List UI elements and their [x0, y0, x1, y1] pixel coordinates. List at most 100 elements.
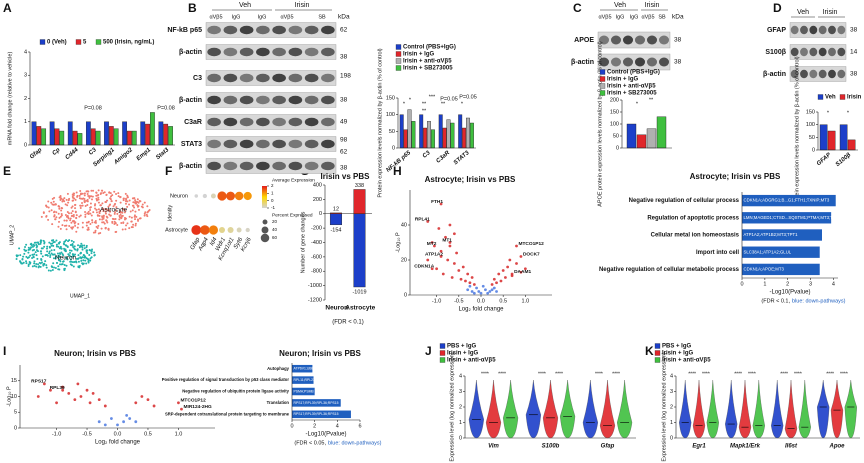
umap-dot — [90, 252, 93, 255]
gene-label: ATP1A2 — [425, 251, 443, 257]
point — [461, 265, 465, 269]
umap-dot — [59, 215, 62, 218]
blot-band — [288, 139, 303, 149]
legend-label: Irisin + anti-αVβ5 — [447, 358, 496, 364]
bar — [827, 130, 836, 151]
umap-dot — [72, 213, 75, 216]
umap-dot — [75, 191, 78, 194]
umap-dot — [66, 204, 69, 207]
gene-label: DAAM1 — [514, 269, 531, 275]
legend-swatch — [599, 69, 606, 75]
umap-dot — [87, 258, 90, 261]
bar — [168, 126, 173, 146]
bar — [411, 121, 416, 149]
point — [472, 283, 476, 286]
umap-dot — [87, 210, 90, 213]
umap-dot — [94, 229, 97, 232]
y-tick-label: -800 — [311, 269, 322, 275]
umap-dot — [82, 197, 85, 200]
blot-band — [809, 25, 818, 35]
point — [426, 258, 430, 262]
umap-dot — [126, 205, 129, 208]
x-tick-label: 3 — [809, 281, 812, 287]
umap-dot — [89, 202, 92, 205]
umap-dot — [27, 256, 30, 259]
umap-dot — [109, 192, 112, 195]
point — [466, 272, 470, 276]
legend-label: Irisin + IgG — [403, 52, 435, 58]
umap-dot — [95, 198, 98, 201]
y-tick-label: 4 — [459, 373, 462, 379]
blot-band — [809, 47, 818, 57]
umap-dot — [56, 252, 59, 255]
point — [455, 251, 458, 255]
umap-dot — [91, 248, 94, 251]
x-tick-label: 4 — [336, 423, 339, 429]
umap-dot — [66, 214, 69, 217]
umap-dot — [24, 245, 27, 248]
umap-dot — [58, 252, 61, 255]
lane-label: IgG — [232, 14, 241, 20]
blot-band — [828, 47, 836, 57]
x-tick-label: 6 — [358, 423, 361, 429]
bar — [122, 121, 127, 146]
blot-band — [288, 161, 303, 171]
umap-dot — [51, 242, 54, 245]
umap-dot — [55, 239, 58, 242]
umap-dot — [43, 241, 46, 244]
annotation: ** — [422, 101, 427, 107]
umap-dot — [71, 242, 74, 245]
umap-dot — [89, 222, 92, 225]
umap-dot — [89, 206, 92, 209]
blot-band — [658, 57, 670, 67]
point — [506, 265, 510, 269]
umap-dot — [81, 256, 84, 259]
blot-band — [304, 73, 319, 83]
x-tick-label: Neuron — [325, 305, 348, 312]
umap-dot — [55, 211, 58, 214]
umap-dot — [108, 213, 111, 216]
umap-dot — [67, 201, 70, 204]
blot-band — [828, 25, 836, 35]
umap-dot — [91, 195, 94, 198]
legend-title: Average Expression — [272, 177, 315, 183]
umap-dot — [49, 269, 52, 272]
annotation: *** — [429, 94, 436, 100]
umap-dot — [97, 232, 100, 235]
blot-band — [321, 25, 335, 35]
bar — [626, 123, 637, 149]
umap-dot — [35, 254, 38, 257]
y-axis-label: -Log₁₀ P — [6, 386, 12, 407]
violin — [582, 379, 598, 439]
umap-dot — [82, 259, 85, 262]
blot-band — [207, 161, 221, 171]
point — [515, 244, 518, 248]
blot-band — [837, 47, 846, 57]
bar — [407, 109, 412, 149]
umap-dot — [51, 223, 54, 226]
annotation: **** — [734, 371, 742, 377]
bar — [113, 128, 119, 146]
y-axis-label: Identity — [167, 204, 173, 221]
umap-dot — [101, 221, 104, 224]
umap-dot — [90, 195, 93, 198]
gene-list: ATP6V1;UBB — [294, 367, 315, 371]
umap-dot — [71, 261, 74, 264]
umap-dot — [134, 224, 137, 227]
legend-swatch — [75, 39, 82, 45]
umap-dot — [84, 211, 87, 214]
umap-dot — [133, 206, 136, 209]
umap-dot — [78, 194, 81, 197]
bar — [131, 130, 137, 146]
umap-dot — [35, 262, 38, 265]
umap-dot — [80, 242, 83, 245]
umap-dot — [53, 196, 56, 199]
umap-dot — [51, 268, 54, 271]
point — [42, 382, 46, 386]
kda-label: 198 — [340, 73, 351, 80]
point — [433, 244, 436, 248]
umap-dot — [106, 216, 109, 219]
umap-dot — [87, 226, 90, 229]
umap-dot — [94, 221, 97, 224]
umap-dot — [33, 253, 36, 256]
